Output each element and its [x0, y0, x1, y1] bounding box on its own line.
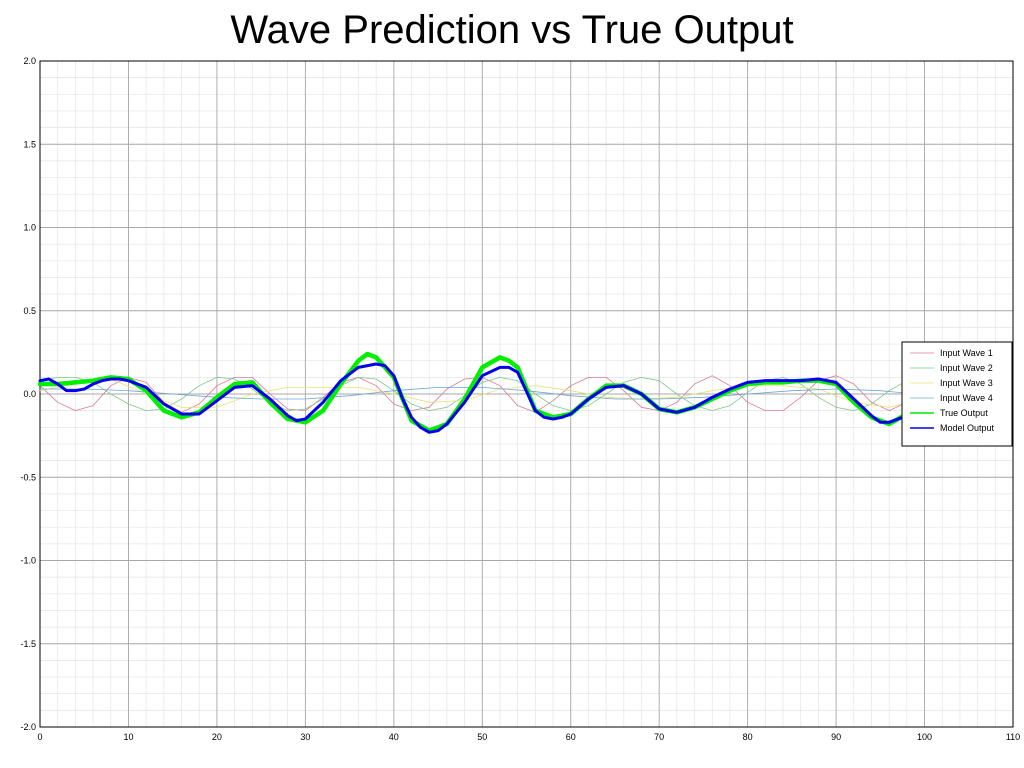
legend-label: Model Output — [940, 423, 995, 433]
y-tick-label: -2.0 — [20, 722, 36, 732]
y-tick-label: 1.0 — [23, 223, 36, 233]
legend-label: Input Wave 4 — [940, 393, 993, 403]
y-tick-label: 2.0 — [23, 56, 36, 66]
plot-frame — [39, 60, 1014, 728]
x-tick-label: 60 — [566, 732, 576, 742]
y-tick-label: 0.0 — [23, 389, 36, 399]
x-tick-label: 110 — [1006, 732, 1020, 742]
y-tick-label: 1.5 — [23, 139, 36, 149]
x-tick-label: 80 — [743, 732, 753, 742]
x-tick-label: 30 — [300, 732, 310, 742]
x-tick-label: 90 — [831, 732, 841, 742]
series-line-input-wave-1 — [39, 375, 908, 413]
y-tick-label: -0.5 — [20, 472, 36, 482]
series-line-input-wave-4 — [39, 386, 917, 400]
y-tick-label: -1.0 — [20, 556, 36, 566]
x-tick-label: 0 — [37, 732, 42, 742]
chart-title: Wave Prediction vs True Output — [230, 8, 794, 52]
legend-label: Input Wave 1 — [940, 348, 993, 358]
y-axis-ticks: 2.0 1.5 1.0 0.5 0.0 -0.5 -1.0 -1.5 -2.0 — [20, 56, 36, 732]
legend-label: Input Wave 2 — [940, 363, 993, 373]
legend-label: True Output — [940, 408, 988, 418]
series-line-input-wave-3 — [39, 378, 917, 408]
x-axis-ticks: 0 10 20 30 40 50 60 70 80 90 100 110 — [37, 732, 1020, 742]
x-tick-label: 100 — [917, 732, 932, 742]
legend-label: Input Wave 3 — [940, 378, 993, 388]
series-layer — [37, 351, 918, 434]
y-tick-label: -1.5 — [20, 639, 36, 649]
x-tick-label: 10 — [123, 732, 133, 742]
x-tick-label: 70 — [654, 732, 664, 742]
legend: Input Wave 1 Input Wave 2 Input Wave 3 Inpu… — [901, 341, 1013, 447]
series-line-true-output — [37, 351, 918, 433]
x-tick-label: 20 — [212, 732, 222, 742]
series-line-model-output — [38, 362, 918, 434]
x-tick-label: 40 — [389, 732, 399, 742]
y-tick-label: 0.5 — [23, 306, 36, 316]
x-tick-label: 50 — [477, 732, 487, 742]
